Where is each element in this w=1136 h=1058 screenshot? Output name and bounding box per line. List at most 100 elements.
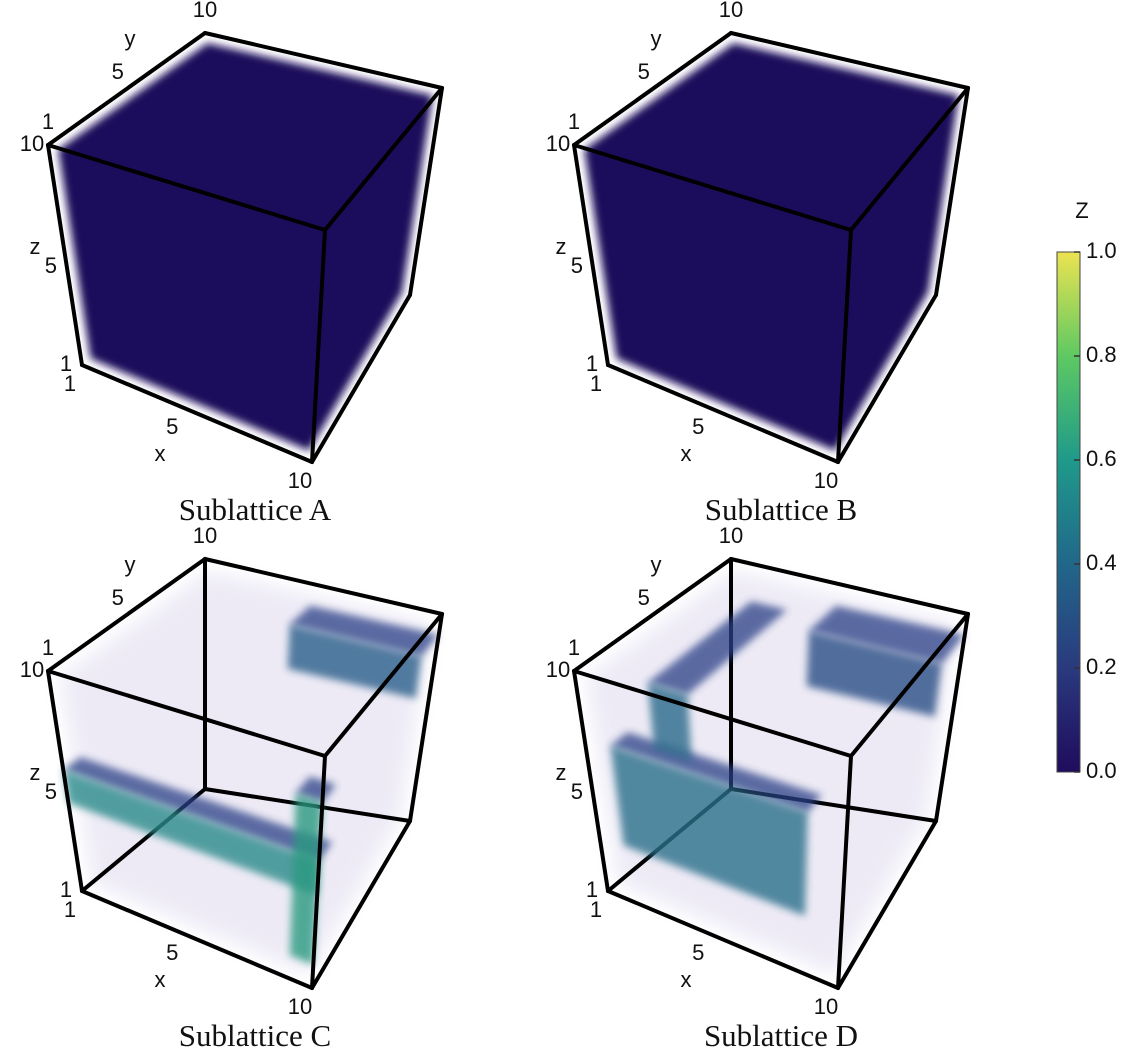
cube-edge [46,669,327,758]
panel-title: Sublattice B [705,492,857,527]
x-tick-label: 1 [590,897,602,922]
y-tick-label: 5 [638,585,650,610]
cube-edge [836,754,853,990]
x-axis-label: x [155,967,166,992]
volume-region [808,605,965,664]
panel-title: Sublattice D [704,1018,858,1053]
z-tick-label: 10 [546,131,570,156]
z-tick-label: 5 [571,253,583,278]
cube-edge [46,31,207,147]
z-tick-label: 10 [546,657,570,682]
x-tick-label: 5 [692,940,704,965]
colorbar-label: Z [1075,198,1088,223]
colorbar-tick-label: 0.0 [1086,758,1117,783]
cube-edge [606,363,840,464]
z-tick-label: 1 [60,351,72,376]
volume-region [295,776,336,803]
y-tick-label: 1 [42,635,54,660]
cube-edge [80,889,314,990]
z-tick-label: 10 [20,131,44,156]
z-axis-label: z [30,760,41,785]
cube-edge [310,819,412,990]
cube-edge [606,889,840,990]
cube-edge [934,612,970,823]
cube-edge [572,31,733,147]
cube-edge [408,86,444,297]
z-tick-label: 1 [60,877,72,902]
cube-edge [203,557,444,616]
x-tick-label: 10 [288,468,312,493]
cube-edge [46,557,207,673]
cube-edge [310,754,327,990]
cube-edge [934,86,970,297]
panel-title: Sublattice A [179,492,332,527]
cube-edge [572,669,853,758]
colorbar-tick-label: 0.2 [1086,654,1117,679]
y-axis-label: y [651,552,662,577]
y-tick-label: 10 [719,523,743,548]
cube-edge [849,86,970,232]
cube-edge [729,557,970,616]
y-tick-label: 5 [112,59,124,84]
cube-edge [80,363,314,464]
x-tick-label: 10 [814,468,838,493]
cube-edge [46,143,327,232]
x-axis-label: x [155,441,166,466]
cube-edge [408,612,444,823]
colorbar [1056,251,1081,773]
cube-edge [572,557,733,673]
cube-edge [836,293,938,464]
cube-edge [572,143,853,232]
volume-region [63,757,333,861]
y-tick-label: 5 [112,585,124,610]
x-tick-label: 1 [64,371,76,396]
x-tick-label: 5 [166,940,178,965]
cube-edge [310,293,412,464]
z-tick-label: 5 [45,779,57,804]
volume-region [647,601,787,695]
cube-edge [323,86,444,232]
x-tick-label: 10 [288,994,312,1019]
cube-edge [323,612,444,758]
y-tick-label: 5 [638,59,650,84]
y-tick-label: 1 [568,109,580,134]
y-tick-label: 10 [193,0,217,22]
cube-edge [203,31,444,90]
colorbar-tick-label: 0.8 [1086,342,1117,367]
z-tick-label: 5 [45,253,57,278]
y-tick-label: 10 [719,0,743,22]
x-tick-label: 1 [64,897,76,922]
y-tick-label: 1 [42,109,54,134]
y-tick-label: 1 [568,635,580,660]
colorbar-tick-label: 0.4 [1086,550,1117,575]
x-axis-label: x [681,441,692,466]
x-axis-label: x [681,967,692,992]
volume-region [610,745,808,916]
z-tick-label: 1 [586,877,598,902]
y-tick-label: 10 [193,523,217,548]
x-tick-label: 10 [814,994,838,1019]
z-tick-label: 10 [20,657,44,682]
z-axis-label: z [30,234,41,259]
z-tick-label: 5 [571,779,583,804]
x-tick-label: 5 [692,414,704,439]
cube-edge [310,228,327,464]
volume [58,43,433,451]
cube-edge [46,143,84,367]
cube-edge [46,669,84,893]
volume-region [63,770,320,896]
cube-edge [836,228,853,464]
z-axis-label: z [556,234,567,259]
cube-edge [572,669,610,893]
z-axis-label: z [556,760,567,785]
y-axis-label: y [125,26,136,51]
volume-region [806,630,942,717]
y-axis-label: y [651,26,662,51]
x-tick-label: 1 [590,371,602,396]
cube-edge [836,819,938,990]
cube-edge [572,143,610,367]
